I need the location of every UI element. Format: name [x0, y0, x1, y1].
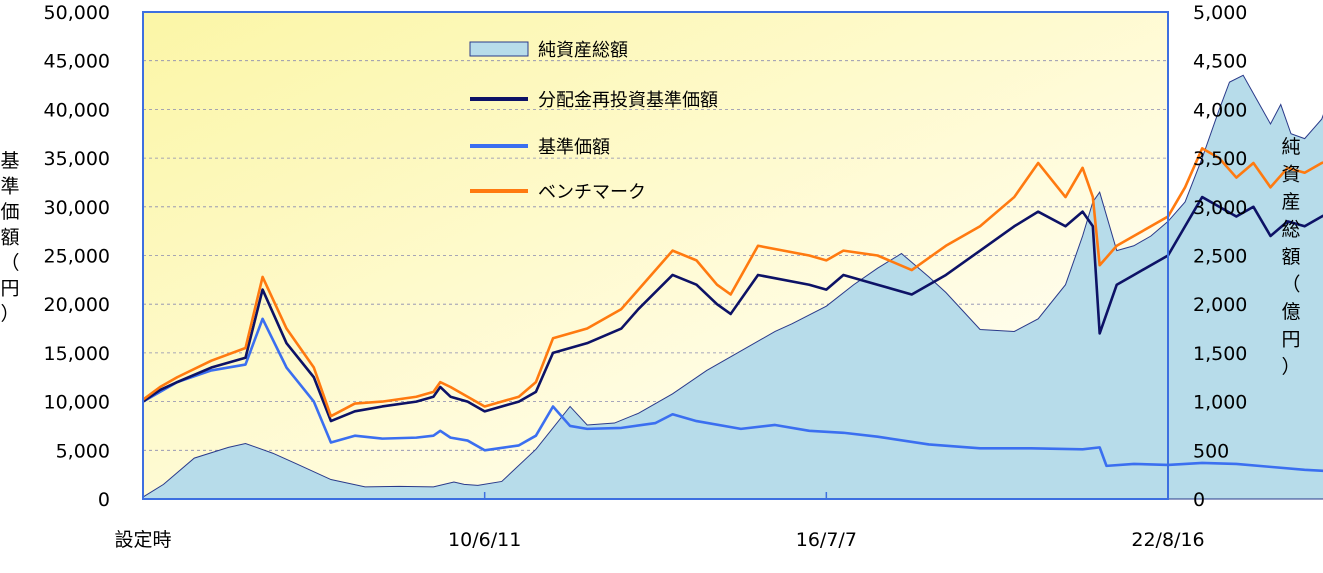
right-axis-title-char: 産: [1281, 191, 1300, 213]
legend-label-nav: 基準価額: [538, 137, 610, 158]
series-line-nav: [142, 317, 1323, 473]
left-tick-label: 40,000: [44, 99, 110, 121]
right-axis-title-char: 資: [1281, 164, 1300, 186]
left-tick-label: 0: [98, 489, 110, 511]
series-line-benchmark: [142, 147, 1323, 418]
legend: 純資産総額 分配金再投資基準価額 基準価額 ベンチマーク: [469, 40, 718, 203]
right-axis-title-char: 額: [1281, 246, 1300, 268]
right-tick-label: 4,000: [1193, 99, 1247, 121]
series-area-net-assets: [142, 74, 1323, 500]
right-axis-title-char: （: [1281, 274, 1300, 296]
left-tick-label: 10,000: [44, 392, 110, 414]
left-tick-label: 30,000: [44, 197, 110, 219]
left-axis-title-char: 準: [0, 176, 19, 198]
left-tick-label: 50,000: [44, 2, 110, 24]
left-axis-ticks: 0 5,000 10,000 15,000 20,000 25,000 30,000 35,0…: [44, 2, 110, 511]
left-axis-title-char: 円: [0, 278, 19, 300]
right-axis-title-char: 億: [1281, 301, 1300, 323]
left-axis-title-char: 額: [0, 227, 19, 249]
series-line-reinvest: [142, 195, 1323, 423]
right-tick-label: 500: [1193, 440, 1229, 462]
right-tick-label: 4,500: [1193, 51, 1247, 73]
right-axis-title-char: 円: [1281, 329, 1300, 351]
left-axis-title-char: ）: [0, 303, 19, 325]
left-axis-title-char: 価: [0, 201, 19, 223]
right-tick-label: 3,500: [1193, 148, 1247, 170]
legend-label-area: 純資産総額: [538, 40, 628, 61]
right-axis-ticks: 0 500 1,000 1,500 2,000 2,500 3,000 3,500 4,000 4…: [1193, 2, 1247, 511]
x-tick-label: 設定時: [114, 529, 171, 551]
x-tick-label: 10/6/11: [448, 529, 521, 551]
x-tick-label: 22/8/16: [1131, 529, 1204, 551]
series-layer: [142, 74, 1323, 500]
plot-frame: [142, 11, 1169, 500]
x-tick-label: 16/7/7: [796, 529, 857, 551]
left-tick-label: 20,000: [44, 294, 110, 316]
left-tick-label: 45,000: [44, 51, 110, 73]
left-axis-title-char: （: [0, 252, 19, 274]
right-tick-label: 5,000: [1193, 2, 1247, 24]
right-tick-label: 0: [1193, 489, 1205, 511]
legend-label-reinvest: 分配金再投資基準価額: [538, 90, 718, 111]
right-axis-title-char: ）: [1281, 356, 1300, 378]
left-axis-title-char: 基: [0, 150, 19, 172]
left-tick-label: 15,000: [44, 343, 110, 365]
right-tick-label: 1,500: [1193, 343, 1247, 365]
left-tick-label: 25,000: [44, 246, 110, 268]
left-axis-title: 基準価額 （ 円 ）: [0, 150, 19, 325]
right-tick-label: 1,000: [1193, 392, 1247, 414]
right-tick-label: 2,000: [1193, 294, 1247, 316]
gridlines: [143, 60, 1168, 451]
left-tick-label: 5,000: [56, 440, 110, 462]
left-tick-label: 35,000: [44, 148, 110, 170]
right-axis-title-char: 総: [1281, 219, 1300, 241]
right-axis-title-char: 純: [1281, 136, 1300, 158]
right-tick-label: 2,500: [1193, 246, 1247, 268]
x-axis-ticks: 設定時 10/6/11 16/7/7 22/8/16: [114, 492, 1205, 551]
right-axis-title: 純資産総額 （ 億円 ）: [1281, 136, 1300, 378]
legend-label-benchmark: ベンチマーク: [538, 182, 646, 203]
legend-swatch-area: [469, 41, 529, 57]
right-tick-label: 3,000: [1193, 197, 1247, 219]
